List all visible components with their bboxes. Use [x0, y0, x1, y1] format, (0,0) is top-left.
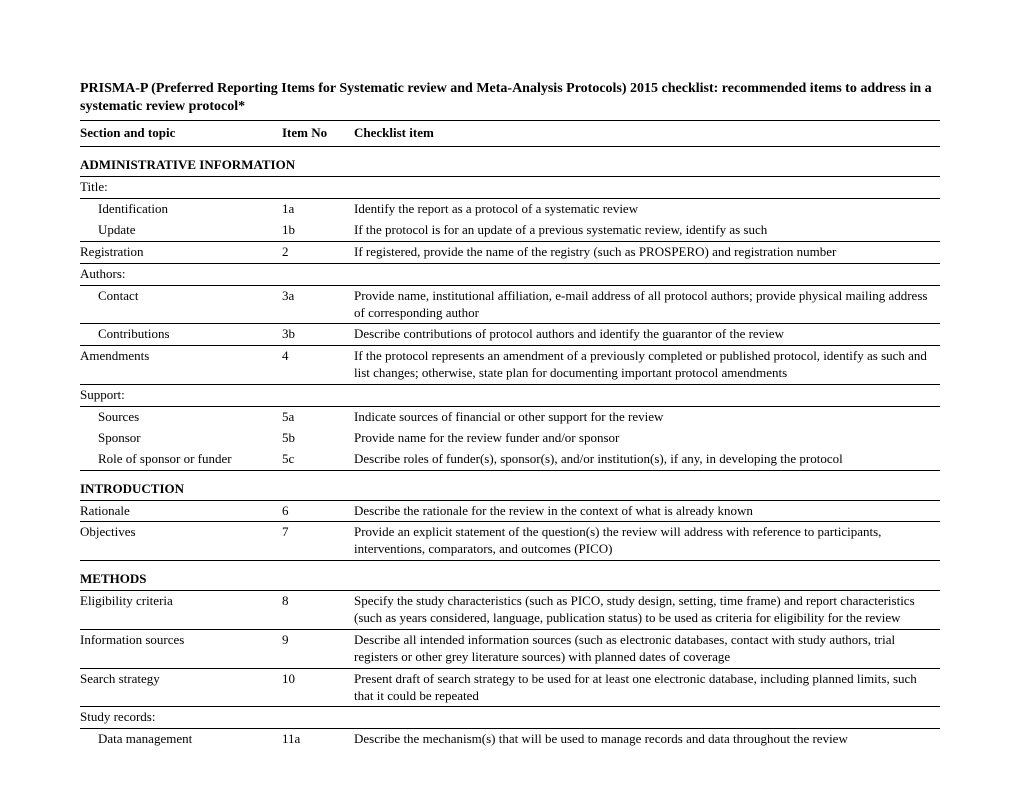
col-checklist: Checklist item: [354, 121, 940, 146]
table-row: Objectives7Provide an explicit statement…: [80, 522, 940, 561]
table-row: Amendments4If the protocol represents an…: [80, 346, 940, 385]
table-row: Contact3aProvide name, institutional aff…: [80, 285, 940, 324]
table-row: Identification1aIdentify the report as a…: [80, 199, 940, 220]
page-title: PRISMA-P (Preferred Reporting Items for …: [80, 80, 940, 121]
group-study-records: Study records:: [80, 707, 940, 729]
section-methods: METHODS: [80, 561, 940, 591]
table-header: Section and topic Item No Checklist item: [80, 121, 940, 146]
checklist-table: Section and topic Item No Checklist item…: [80, 121, 940, 750]
group-authors: Authors:: [80, 263, 940, 285]
group-title: Title:: [80, 177, 940, 199]
table-row: Registration2If registered, provide the …: [80, 241, 940, 263]
col-item-no: Item No: [282, 121, 354, 146]
table-row: Data management11aDescribe the mechanism…: [80, 729, 940, 750]
table-row: Search strategy10Present draft of search…: [80, 668, 940, 707]
table-row: Update1bIf the protocol is for an update…: [80, 220, 940, 241]
table-row: Role of sponsor or funder5cDescribe role…: [80, 449, 940, 470]
table-row: Sponsor5bProvide name for the review fun…: [80, 428, 940, 449]
table-row: Sources5aIndicate sources of financial o…: [80, 406, 940, 427]
section-admin: ADMINISTRATIVE INFORMATION: [80, 147, 940, 177]
table-row: Rationale6Describe the rationale for the…: [80, 500, 940, 522]
section-intro: INTRODUCTION: [80, 470, 940, 500]
table-row: Eligibility criteria8Specify the study c…: [80, 591, 940, 630]
table-row: Information sources9Describe all intende…: [80, 629, 940, 668]
group-support: Support:: [80, 385, 940, 407]
table-row: Contributions3bDescribe contributions of…: [80, 324, 940, 346]
col-topic: Section and topic: [80, 121, 282, 146]
